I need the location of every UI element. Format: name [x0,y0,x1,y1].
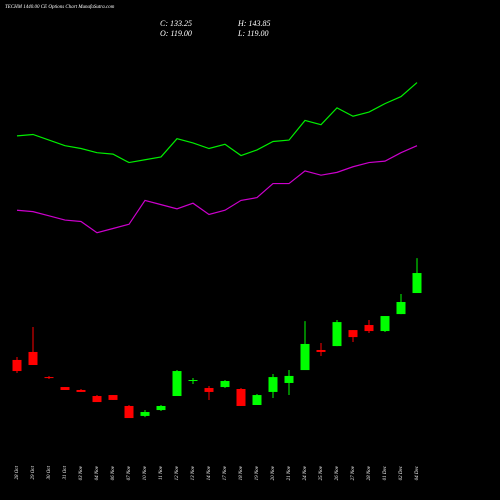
candle-body [140,412,150,416]
x-tick-label: 04 Nov [95,465,100,480]
candle-body [124,405,134,419]
candle-body [108,395,118,400]
candle-body [380,316,390,332]
candle-body [60,387,70,390]
candle-body [220,381,230,388]
candle-body [204,388,214,392]
band-line [16,145,418,234]
x-tick-label: 20 Nov [271,465,276,480]
x-tick-label: 11 Nov [159,465,164,480]
x-tick-label: 01 Dec [383,465,388,480]
x-tick-label: 29 Oct [31,465,36,479]
candle-body [300,343,310,371]
x-tick-label: 17 Nov [223,465,228,480]
candle-body [332,322,342,347]
band-line [16,82,418,164]
candle-body [92,396,102,403]
readout-open: O: 119.00 [160,29,192,38]
candle-body [284,375,294,383]
x-tick-label: 12 Nov [175,465,180,480]
x-tick-label: 31 Oct [63,465,68,479]
x-tick-label: 04 Dec [415,465,420,480]
chart-title: TECHM 1440.00 CE Options Chart MunafaSut… [5,5,115,10]
x-tick-label: 24 Nov [303,465,308,480]
candle-body [76,389,86,392]
candle-body [172,371,182,397]
x-tick-label: 28 Nov [367,465,372,480]
candle-body [252,395,262,405]
x-tick-label: 26 Nov [335,465,340,480]
x-tick-label: 07 Nov [127,465,132,480]
x-tick-label: 13 Nov [191,465,196,480]
candle-body [316,349,326,352]
x-tick-label: 02 Dec [399,465,404,480]
candle-body [396,302,406,315]
x-tick-label: 03 Nov [79,465,84,480]
candle-body [44,377,54,379]
x-tick-label: 25 Nov [319,465,324,480]
x-tick-label: 30 Oct [47,465,52,479]
candle-body [364,325,374,332]
candle-body [412,273,422,294]
candle-body [28,351,38,366]
x-tick-label: 28 Oct [15,465,20,479]
x-tick-label: 10 Nov [143,465,148,480]
candle-body [156,405,166,411]
x-tick-label: 27 Nov [351,465,356,480]
candle-body [188,380,198,382]
readout-high: H: 143.85 [237,19,270,28]
candle-body [268,377,278,392]
x-tick-label: 21 Nov [287,465,292,480]
readout-close: C: 133.25 [160,19,192,28]
x-tick-label: 19 Nov [255,465,260,480]
x-tick-label: 18 Nov [239,465,244,480]
readout-low: L: 119.00 [237,29,269,38]
candle-body [236,389,246,406]
x-tick-label: 14 Nov [207,465,212,480]
x-tick-label: 06 Nov [111,465,116,480]
candle-body [12,359,22,372]
candle-body [348,330,358,338]
